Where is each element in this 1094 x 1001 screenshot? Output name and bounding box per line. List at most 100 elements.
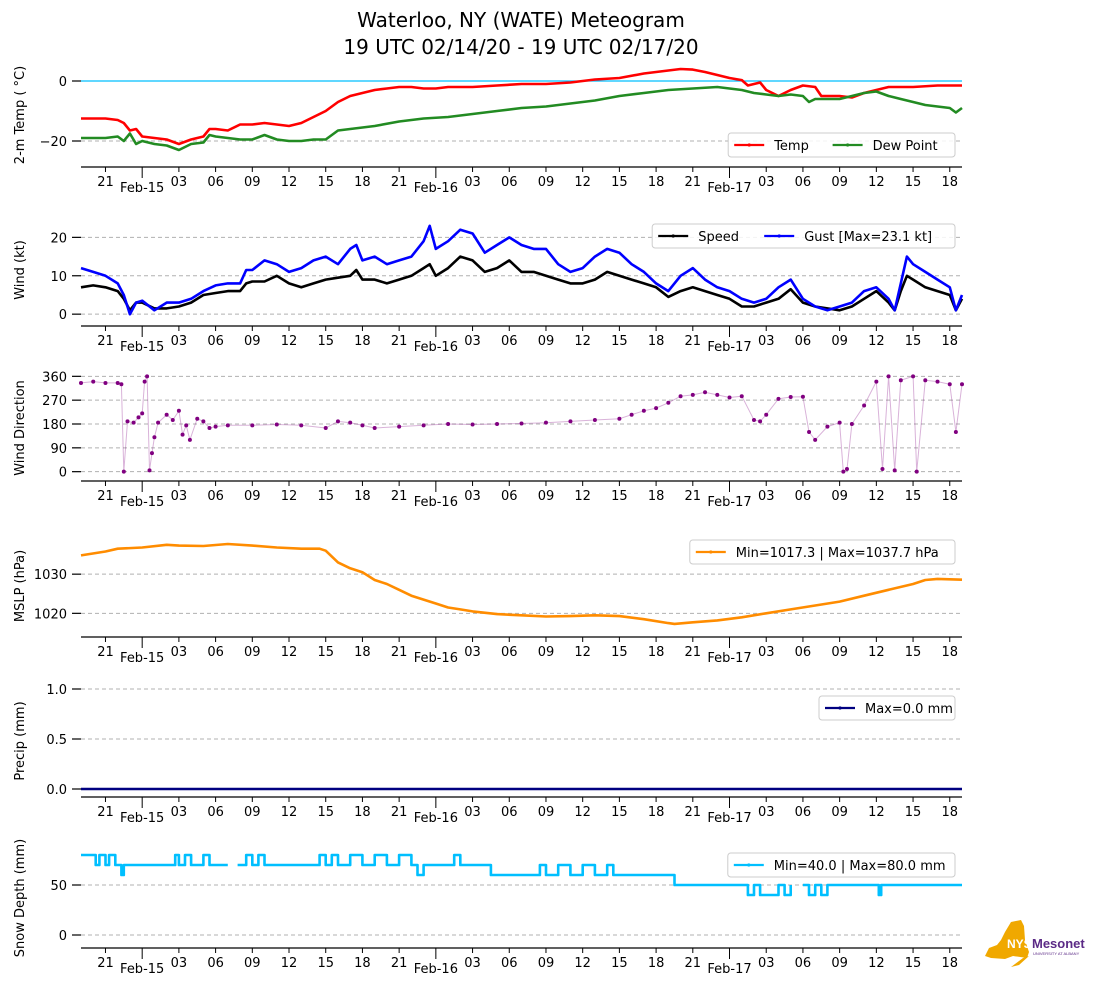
data-point [519,421,524,426]
data-point [103,380,108,385]
legend-marker [747,863,751,867]
legend-marker [777,234,781,238]
y-tick-label: −20 [40,135,67,150]
x-tick-label: 18 [941,956,958,971]
x-tick-label: 09 [831,805,848,820]
legend: Min=40.0 | Max=80.0 mm [727,852,956,878]
x-tick-label: 06 [795,175,812,190]
panel-wdir: 21 03 06 09 12 15 18 21 03 06 09 12 15 18 21 03 06 09 12 15… [13,370,964,510]
y-tick-label: 0.5 [46,733,67,748]
data-point [751,418,756,423]
data-point [886,374,891,379]
data-point [715,392,720,397]
x-tick-label: 18 [354,645,371,660]
x-tick-label: 09 [244,489,261,504]
x-tick-label: 12 [868,334,885,349]
x-tick-label: 18 [354,805,371,820]
data-point [862,403,867,408]
x-day-label: Feb-17 [707,495,751,510]
data-point [849,422,854,426]
y-axis-label: Wind Direction [13,380,28,476]
chart-title: Waterloo, NY (WATE) Meteogram [357,8,685,32]
data-point [323,425,328,430]
legend-label: Dew Point [873,139,938,154]
x-tick-label: 09 [831,334,848,349]
data-point [617,416,622,421]
x-tick-label: 06 [207,175,224,190]
data-point [250,423,255,428]
data-point [201,419,206,424]
y-axis-label: Precip (mm) [13,701,28,780]
data-point [142,379,147,384]
x-day-label: Feb-17 [707,962,751,977]
x-tick-label: 03 [171,645,188,660]
data-point [121,469,126,474]
x-tick-label: 06 [501,489,518,504]
x-tick-label: 12 [574,805,591,820]
x-tick-label: 03 [464,805,481,820]
x-tick-label: 15 [611,334,628,349]
data-point [91,379,96,384]
data-point [947,382,952,387]
x-tick-label: 12 [868,489,885,504]
data-point [776,396,781,401]
data-point [874,379,879,384]
x-tick-label: 12 [868,175,885,190]
data-point [115,380,120,385]
x-tick-label: 18 [648,334,665,349]
panel-precip: 21 03 06 09 12 15 18 21 03 06 09 12 15 18 21 03 06 09 12 15… [13,683,962,826]
panel-snow: 21 03 06 09 12 15 18 21 03 06 09 12 15 18 21 03 06 09 12 15… [13,839,962,977]
data-point [360,423,365,428]
x-tick-label: 15 [905,956,922,971]
y-tick-label: 20 [50,231,67,246]
x-tick-label: 12 [574,175,591,190]
x-tick-label: 03 [464,489,481,504]
x-tick-label: 15 [905,489,922,504]
legend: Max=0.0 mm [818,695,956,721]
y-axis-label: Snow Depth (mm) [13,839,28,957]
data-point [844,467,849,472]
x-tick-label: 15 [611,805,628,820]
y-axis-label: 2-m Temp ( °C) [13,66,28,164]
legend-box [818,695,956,721]
data-point [156,420,161,425]
x-tick-label: 15 [317,805,334,820]
data-point [136,415,141,420]
y-tick-label: 10 [50,270,67,285]
x-day-label: Feb-16 [414,340,458,355]
nys-mesonet-logo: NYS Mesonet UNIVERSITY AT ALBANY [983,918,1088,970]
data-point [825,424,830,429]
x-tick-label: 09 [831,956,848,971]
x-tick-label: 06 [795,334,812,349]
x-tick-label: 15 [317,334,334,349]
data-point [690,392,695,397]
x-tick-label: 09 [244,645,261,660]
x-day-label: Feb-15 [120,962,164,977]
data-point [446,422,451,426]
x-day-label: Feb-15 [120,181,164,196]
legend-label: Gust [Max=23.1 kt] [804,230,932,245]
x-tick-label: 06 [207,805,224,820]
legend-label: Min=1017.3 | Max=1037.7 hPa [736,546,939,561]
y-axis-label: Wind (kt) [13,240,28,300]
data-point [213,424,218,429]
data-point [678,394,683,399]
x-tick-label: 18 [354,175,371,190]
data-point [800,394,805,399]
x-tick-label: 06 [207,489,224,504]
series-wind-direction [79,374,964,474]
x-tick-label: 18 [648,489,665,504]
data-point [543,420,548,425]
x-tick-label: 03 [464,175,481,190]
x-tick-label: 03 [171,956,188,971]
x-tick-label: 06 [795,489,812,504]
logo-org: UNIVERSITY AT ALBANY [1033,951,1080,956]
x-day-label: Feb-16 [414,651,458,666]
legend-box [689,539,956,565]
x-tick-label: 06 [795,805,812,820]
x-day-label: Feb-15 [120,495,164,510]
legend-label: Speed [698,230,739,245]
data-point [470,422,475,427]
series-line [81,853,228,877]
x-tick-label: 12 [574,489,591,504]
